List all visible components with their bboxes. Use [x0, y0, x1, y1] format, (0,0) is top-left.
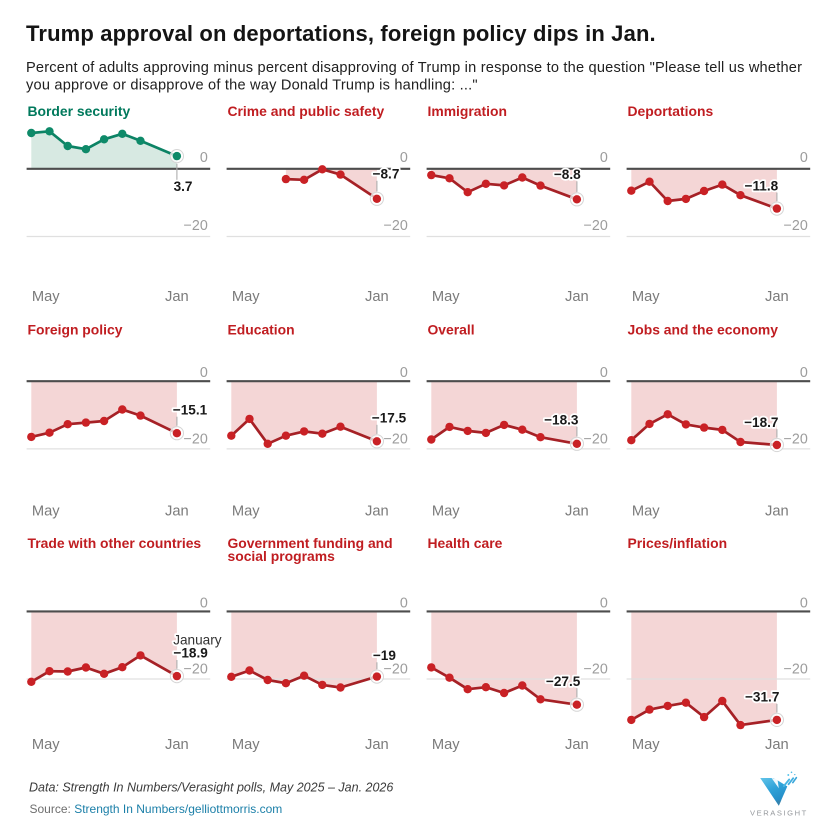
- svg-text:May: May: [32, 289, 60, 305]
- svg-text:May: May: [432, 289, 460, 305]
- svg-text:May: May: [32, 504, 60, 520]
- svg-text:0: 0: [800, 596, 808, 612]
- svg-text:Border security: Border security: [28, 103, 131, 119]
- svg-text:−20: −20: [784, 431, 808, 447]
- svg-text:Jobs and the economy: Jobs and the economy: [628, 321, 779, 337]
- svg-text:−18.7: −18.7: [744, 415, 778, 430]
- svg-text:Source: Strength In Numbers/ge: Source: Strength In Numbers/gelliottmorr…: [30, 802, 283, 816]
- svg-text:Jan: Jan: [165, 289, 189, 305]
- svg-text:−19: −19: [373, 648, 396, 663]
- svg-text:January: January: [173, 633, 222, 648]
- svg-text:May: May: [632, 504, 660, 520]
- svg-text:−20: −20: [184, 218, 208, 234]
- svg-text:−20: −20: [384, 218, 408, 234]
- svg-text:0: 0: [800, 150, 808, 166]
- svg-text:Jan: Jan: [365, 504, 389, 520]
- svg-text:Foreign policy: Foreign policy: [28, 321, 123, 337]
- svg-text:May: May: [632, 737, 660, 753]
- svg-text:−27.5: −27.5: [546, 674, 581, 689]
- svg-text:−20: −20: [584, 662, 608, 678]
- svg-text:0: 0: [600, 596, 608, 612]
- svg-text:0: 0: [400, 365, 408, 381]
- svg-text:Jan: Jan: [565, 289, 589, 305]
- svg-text:Jan: Jan: [565, 737, 589, 753]
- svg-text:Trump approval on deportations: Trump approval on deportations, foreign …: [26, 21, 656, 46]
- svg-text:−15.1: −15.1: [173, 402, 208, 417]
- svg-text:Jan: Jan: [365, 289, 389, 305]
- svg-text:−18.9: −18.9: [173, 646, 208, 661]
- svg-text:0: 0: [400, 150, 408, 166]
- svg-text:May: May: [632, 289, 660, 305]
- svg-text:May: May: [432, 504, 460, 520]
- svg-text:−20: −20: [784, 218, 808, 234]
- svg-text:Jan: Jan: [765, 289, 789, 305]
- svg-text:Deportations: Deportations: [628, 103, 714, 119]
- svg-text:0: 0: [200, 596, 208, 612]
- svg-text:−20: −20: [384, 662, 408, 678]
- svg-text:you approve or disapprove of t: you approve or disapprove of the way Don…: [26, 77, 478, 93]
- svg-text:−20: −20: [584, 431, 608, 447]
- svg-text:−20: −20: [384, 431, 408, 447]
- svg-text:0: 0: [600, 365, 608, 381]
- svg-text:Jan: Jan: [765, 504, 789, 520]
- svg-text:May: May: [232, 289, 260, 305]
- svg-text:−11.8: −11.8: [745, 178, 779, 193]
- svg-text:0: 0: [800, 365, 808, 381]
- svg-text:−20: −20: [584, 218, 608, 234]
- svg-text:Jan: Jan: [365, 737, 389, 753]
- svg-text:Percent of adults approving mi: Percent of adults approving minus percen…: [26, 60, 802, 76]
- svg-text:Prices/inflation: Prices/inflation: [628, 535, 728, 551]
- svg-text:Immigration: Immigration: [428, 103, 508, 119]
- svg-text:Jan: Jan: [765, 737, 789, 753]
- svg-text:−17.5: −17.5: [372, 411, 407, 426]
- svg-text:−20: −20: [184, 662, 208, 678]
- svg-text:Trade with other countries: Trade with other countries: [28, 535, 202, 551]
- svg-text:Health care: Health care: [428, 535, 503, 551]
- svg-text:Jan: Jan: [165, 504, 189, 520]
- svg-text:−8.7: −8.7: [373, 167, 400, 182]
- svg-text:0: 0: [600, 150, 608, 166]
- svg-text:Jan: Jan: [165, 737, 189, 753]
- svg-text:Jan: Jan: [565, 504, 589, 520]
- svg-text:0: 0: [200, 365, 208, 381]
- svg-text:−20: −20: [184, 431, 208, 447]
- svg-text:May: May: [432, 737, 460, 753]
- svg-text:0: 0: [400, 596, 408, 612]
- svg-text:Data: Strength In Numbers/Vera: Data: Strength In Numbers/Verasight poll…: [29, 780, 393, 794]
- svg-text:Government funding and: Government funding and: [228, 535, 393, 551]
- svg-text:−18.3: −18.3: [544, 413, 579, 428]
- svg-text:−20: −20: [784, 662, 808, 678]
- svg-text:−8.8: −8.8: [554, 167, 581, 182]
- svg-text:Crime and public safety: Crime and public safety: [228, 103, 385, 119]
- svg-text:May: May: [232, 504, 260, 520]
- svg-text:−31.7: −31.7: [745, 690, 779, 705]
- svg-text:Education: Education: [228, 321, 295, 337]
- svg-text:Overall: Overall: [428, 321, 475, 337]
- svg-text:May: May: [32, 737, 60, 753]
- svg-text:0: 0: [200, 150, 208, 166]
- svg-text:social programs: social programs: [228, 548, 336, 564]
- svg-text:May: May: [232, 737, 260, 753]
- svg-text:VERASIGHT: VERASIGHT: [750, 808, 808, 817]
- svg-text:3.7: 3.7: [174, 179, 193, 194]
